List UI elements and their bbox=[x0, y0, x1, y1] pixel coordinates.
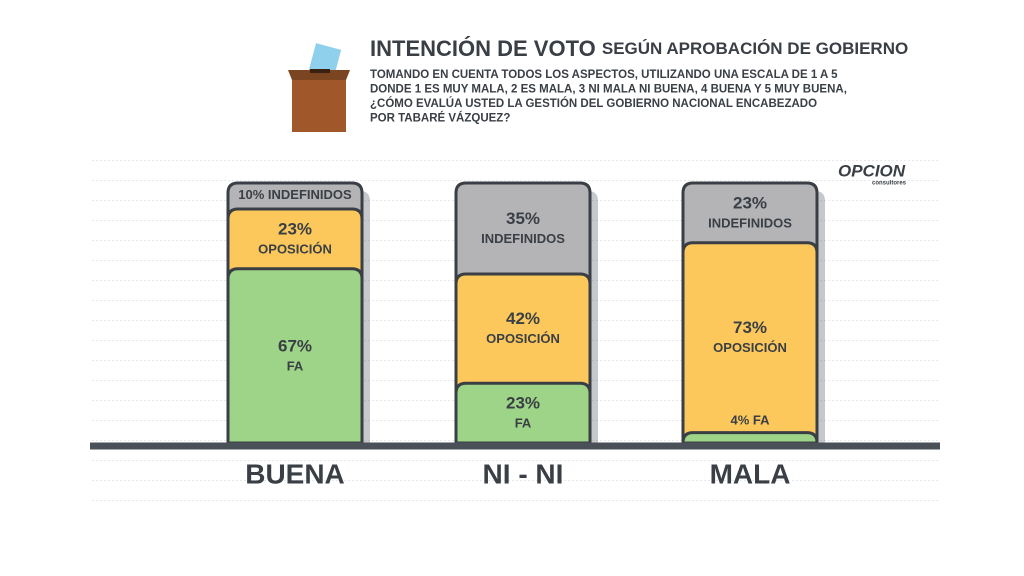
value-label: 23% bbox=[733, 193, 767, 212]
value-label: 4% bbox=[730, 413, 749, 428]
category-label: NI - NI bbox=[483, 458, 564, 489]
segment-label: 4% FA bbox=[730, 413, 770, 428]
bars: 67% FA 23% OPOSICIÓN 10% INDEFINIDOS 23% FA 42%… bbox=[226, 181, 825, 445]
series-label: OPOSICIÓN bbox=[713, 340, 787, 355]
subtitle: TOMANDO EN CUENTA TODOS LOS ASPECTOS, UT… bbox=[370, 69, 847, 125]
category-label: MALA bbox=[710, 458, 791, 489]
series-label: FA bbox=[753, 413, 770, 428]
series-label: OPOSICIÓN bbox=[258, 241, 332, 256]
category-label: BUENA bbox=[245, 458, 345, 489]
value-label: 67% bbox=[278, 336, 312, 355]
series-label: INDEFINIDOS bbox=[481, 231, 565, 246]
value-label: 73% bbox=[733, 318, 767, 337]
segment-label: 10% INDEFINIDOS bbox=[238, 187, 352, 202]
subtitle-line: ¿CÓMO EVALÚA USTED LA GESTIÓN DEL GOBIER… bbox=[370, 97, 817, 110]
bar-segment bbox=[454, 381, 592, 445]
chart-title: INTENCIÓN DE VOTO SEGÚN APROBACIÓN DE GO… bbox=[370, 36, 908, 61]
value-label: 10% bbox=[238, 187, 264, 202]
value-label: 42% bbox=[506, 309, 540, 328]
series-label: INDEFINIDOS bbox=[708, 215, 792, 230]
value-label: 35% bbox=[506, 209, 540, 228]
subtitle-line: TOMANDO EN CUENTA TODOS LOS ASPECTOS, UT… bbox=[370, 69, 838, 81]
value-label: 23% bbox=[506, 394, 540, 413]
series-label: OPOSICIÓN bbox=[486, 331, 560, 346]
value-label: 23% bbox=[278, 219, 312, 238]
logo: OPCION bbox=[838, 161, 906, 180]
subtitle-line: DONDE 1 ES MUY MALA, 2 ES MALA, 3 NI MAL… bbox=[370, 84, 847, 96]
category-labels: BUENA NI - NI MALA bbox=[245, 458, 790, 489]
series-label: INDEFINIDOS bbox=[268, 187, 352, 202]
logo-sub: consultores bbox=[872, 181, 907, 187]
bar-segment bbox=[681, 431, 819, 445]
title-main: INTENCIÓN DE VOTO bbox=[370, 36, 596, 61]
series-label: FA bbox=[287, 358, 304, 373]
series-label: FA bbox=[515, 416, 532, 431]
title-suffix: SEGÚN APROBACIÓN DE GOBIERNO bbox=[602, 39, 908, 58]
ballot-box-icon bbox=[288, 43, 350, 132]
bar-segment bbox=[681, 241, 819, 445]
subtitle-line: POR TABARÉ VÁZQUEZ? bbox=[370, 112, 510, 125]
bar-segment bbox=[226, 267, 364, 445]
